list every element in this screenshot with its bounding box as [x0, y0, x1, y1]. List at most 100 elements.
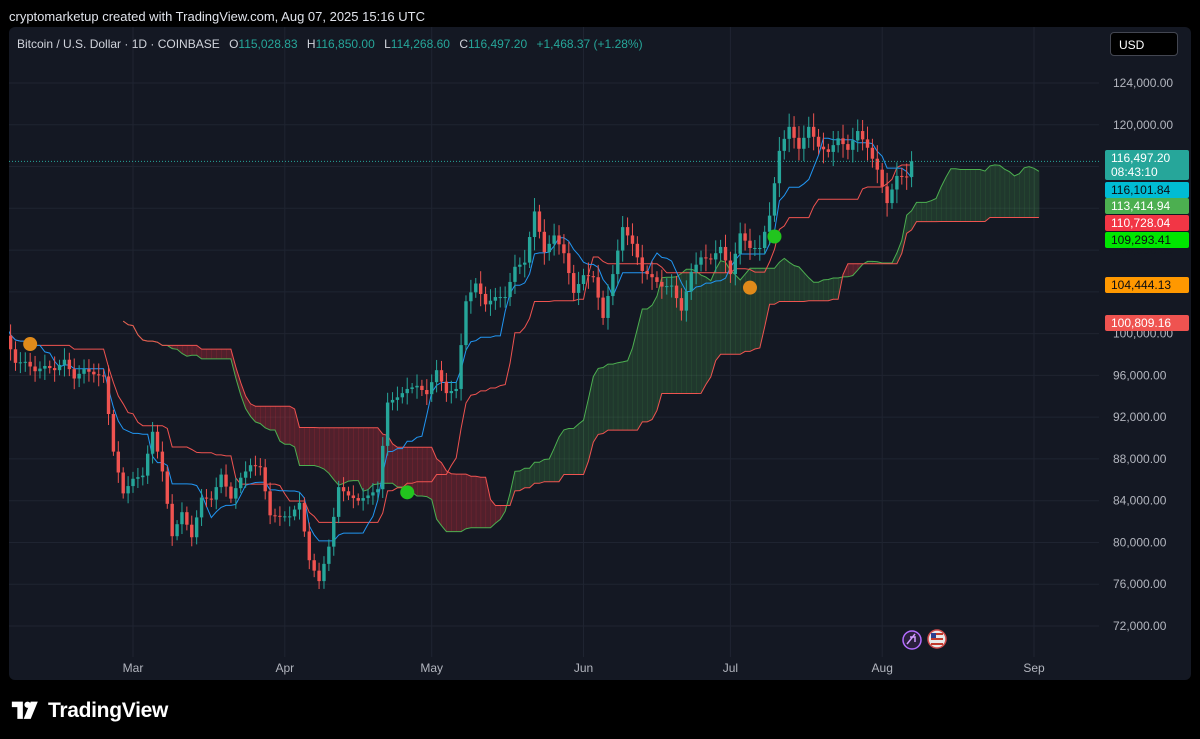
candle — [665, 286, 669, 288]
cloud-segment — [304, 427, 310, 466]
cloud-segment — [759, 268, 766, 349]
y-tick-label: 96,000.00 — [1113, 368, 1167, 382]
candle — [797, 137, 801, 149]
candle — [185, 512, 189, 525]
cloud-segment — [598, 367, 604, 435]
cloud-segment — [314, 427, 320, 467]
candle — [92, 371, 96, 375]
cloud-segment — [955, 168, 962, 222]
candle — [836, 138, 840, 146]
price-chart[interactable]: 72,000.00 76,000.00 80,000.00 84,000.00 88,0… — [9, 27, 1191, 680]
candle — [67, 359, 72, 370]
candle — [33, 366, 37, 372]
candle — [875, 158, 880, 170]
candle — [234, 488, 238, 499]
y-tick-label: 80,000.00 — [1113, 535, 1167, 549]
cloud-segment — [514, 470, 521, 491]
cloud-segment — [784, 258, 790, 302]
high-value: 116,850.00 — [315, 37, 375, 51]
cloud-segment — [270, 406, 276, 431]
candle — [361, 498, 365, 501]
candle — [57, 364, 62, 371]
candle — [430, 382, 434, 395]
candle — [483, 293, 488, 305]
lagging-badge: 109,293.41 — [1105, 232, 1189, 248]
cloud-segment — [441, 462, 447, 532]
cloud-segment — [245, 395, 252, 417]
candle — [317, 570, 321, 582]
cloud-segment — [642, 309, 648, 422]
candle — [283, 516, 287, 518]
candle — [753, 247, 757, 249]
candle — [655, 277, 659, 282]
candle — [194, 517, 199, 538]
cloud-segment — [500, 505, 506, 520]
candle — [562, 244, 566, 254]
candle — [635, 243, 640, 258]
candle — [278, 515, 282, 517]
crypto-event-circle — [902, 630, 922, 650]
candle — [62, 359, 67, 365]
lead1-badge-text: 113,414.94 — [1111, 199, 1170, 213]
candle — [660, 281, 664, 287]
cloud-segment — [368, 427, 374, 490]
lead1-badge-bg — [1105, 198, 1189, 214]
cloud-segment — [461, 474, 467, 532]
symbol-label: Bitcoin / U.S. Dollar · 1D · COINBASE — [17, 37, 220, 51]
cloud-segment — [647, 305, 653, 422]
candle — [287, 516, 292, 518]
candle — [846, 144, 850, 150]
price-badge-bg — [1105, 150, 1189, 180]
cloud-segment — [764, 268, 771, 327]
cloud-segment — [916, 202, 922, 222]
candle — [503, 297, 507, 299]
cloud-segment — [299, 427, 305, 466]
candle — [630, 235, 635, 244]
kijun-badge: 110,728.04 — [1105, 215, 1189, 231]
cloud-segment — [554, 437, 560, 482]
cloud-segment — [867, 261, 873, 264]
cloud-segment — [191, 345, 198, 356]
baseline-badge-text: 100,809.16 — [1111, 316, 1171, 330]
cloud-segment — [519, 468, 526, 491]
chart-panel[interactable]: 72,000.00 76,000.00 80,000.00 84,000.00 88,0… — [9, 27, 1191, 680]
cloud-segment — [456, 474, 462, 532]
candle — [723, 246, 728, 261]
cloud-segment — [691, 269, 697, 394]
cloud-segment — [177, 345, 183, 354]
tradingview-logo-icon — [11, 701, 38, 719]
candle — [557, 235, 561, 245]
cloud-segment — [985, 165, 991, 222]
cloud-segment — [999, 165, 1006, 218]
candle — [689, 272, 693, 292]
cloud-segment — [612, 362, 619, 431]
candle — [420, 385, 424, 391]
candle — [704, 257, 708, 259]
cloud-segment — [715, 260, 722, 361]
candle — [767, 215, 772, 232]
candle — [748, 240, 752, 248]
cloud-segment — [1034, 168, 1040, 218]
candle — [336, 487, 341, 517]
candle — [895, 175, 899, 190]
y-tick-label: 72,000.00 — [1113, 619, 1167, 633]
currency-selector[interactable]: USD — [1110, 32, 1178, 56]
candle — [190, 524, 194, 538]
cloud-segment — [588, 376, 594, 462]
candle — [802, 137, 806, 149]
candle — [694, 264, 698, 273]
orange-signal-marker — [23, 337, 38, 352]
lead2-badge-text: 104,444.13 — [1111, 278, 1171, 292]
orange-signal-marker — [742, 280, 757, 295]
candle — [444, 381, 449, 394]
candle — [762, 231, 767, 248]
cloud-segment — [710, 269, 717, 377]
candle — [728, 260, 733, 275]
cloud-segment — [652, 296, 658, 420]
cloud-segment — [319, 427, 325, 469]
cloud-segment — [671, 276, 678, 394]
cloud-segment — [828, 277, 834, 301]
candle — [596, 277, 600, 298]
leading-span-a-line — [122, 164, 1040, 533]
candle — [204, 497, 209, 499]
